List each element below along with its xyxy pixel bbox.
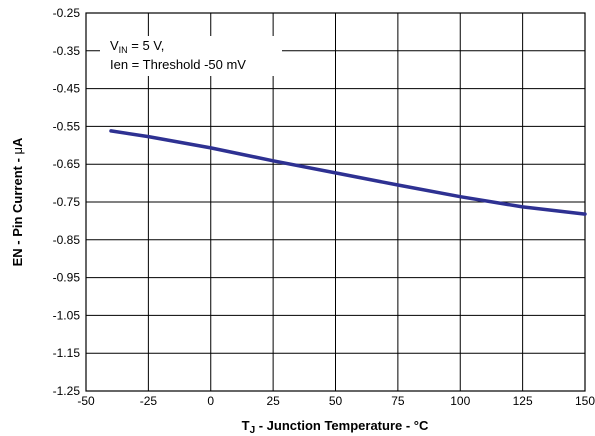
y-tick-label: -1.15 xyxy=(53,346,81,360)
y-tick-label: -0.45 xyxy=(53,82,81,96)
y-tick-label: -0.95 xyxy=(53,271,81,285)
legend-line-2: Ien = Threshold -50 mV xyxy=(110,57,246,72)
x-tick-label: -25 xyxy=(140,394,158,408)
y-tick-label: -1.25 xyxy=(53,384,81,398)
y-tick-label: -0.65 xyxy=(53,157,81,171)
x-tick-label: 0 xyxy=(207,394,214,408)
x-tick-label: 75 xyxy=(391,394,405,408)
x-tick-label: 150 xyxy=(575,394,595,408)
y-tick-labels: -0.25 -0.35 -0.45 -0.55 -0.65 -0.75 -0.85 -0.95… xyxy=(53,6,81,398)
x-tick-label: 25 xyxy=(266,394,280,408)
x-tick-label: 100 xyxy=(450,394,470,408)
y-tick-label: -1.05 xyxy=(53,308,81,322)
x-axis-title: TJ - Junction Temperature - °C xyxy=(242,418,429,436)
x-tick-label: 50 xyxy=(329,394,343,408)
y-axis-title: EN - Pin Current - μA xyxy=(10,137,25,266)
x-tick-label: 125 xyxy=(513,394,533,408)
legend-box: VIN = 5 V, Ien = Threshold -50 mV xyxy=(100,36,282,76)
y-tick-label: -0.75 xyxy=(53,195,81,209)
y-tick-label: -0.85 xyxy=(53,233,81,247)
legend-line-1: VIN = 5 V, xyxy=(110,38,164,55)
y-tick-label: -0.55 xyxy=(53,119,81,133)
x-tick-labels: -50 -25 0 25 50 75 100 125 150 xyxy=(77,394,595,408)
y-tick-label: -0.35 xyxy=(53,44,81,58)
y-tick-label: -0.25 xyxy=(53,6,81,20)
